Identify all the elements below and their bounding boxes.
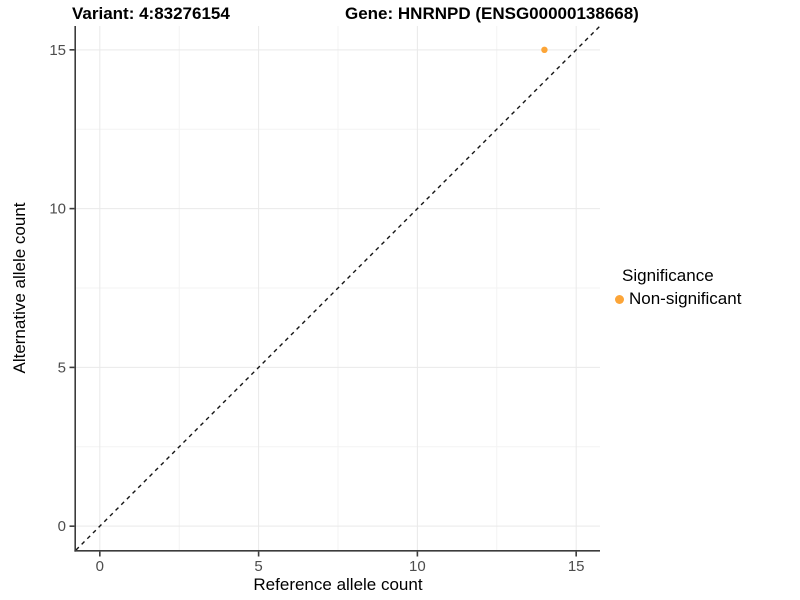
x-axis-title: Reference allele count — [253, 575, 423, 594]
svg-text:5: 5 — [58, 359, 66, 376]
svg-text:0: 0 — [58, 518, 66, 535]
svg-text:10: 10 — [49, 201, 66, 218]
plot-title-gene: Gene: HNRNPD (ENSG00000138668) — [345, 4, 639, 23]
chart-panel: 0 5 10 15 0 5 10 15 — [49, 25, 601, 575]
svg-text:5: 5 — [254, 558, 262, 575]
svg-text:15: 15 — [568, 558, 585, 575]
y-axis-title: Alternative allele count — [10, 202, 29, 374]
svg-text:10: 10 — [409, 558, 426, 575]
svg-text:0: 0 — [96, 558, 104, 575]
plot-title-variant: Variant: 4:83276154 — [72, 4, 230, 23]
svg-text:15: 15 — [49, 42, 66, 59]
chart-svg: 0 5 10 15 0 5 10 15 — [49, 25, 601, 575]
legend-point-icon — [615, 294, 624, 304]
legend-entry: Non-significant — [610, 289, 741, 309]
legend-entry-label: Non-significant — [629, 289, 742, 308]
legend-title: Significance — [622, 266, 714, 285]
legend: Significance Non-significant — [610, 266, 741, 309]
